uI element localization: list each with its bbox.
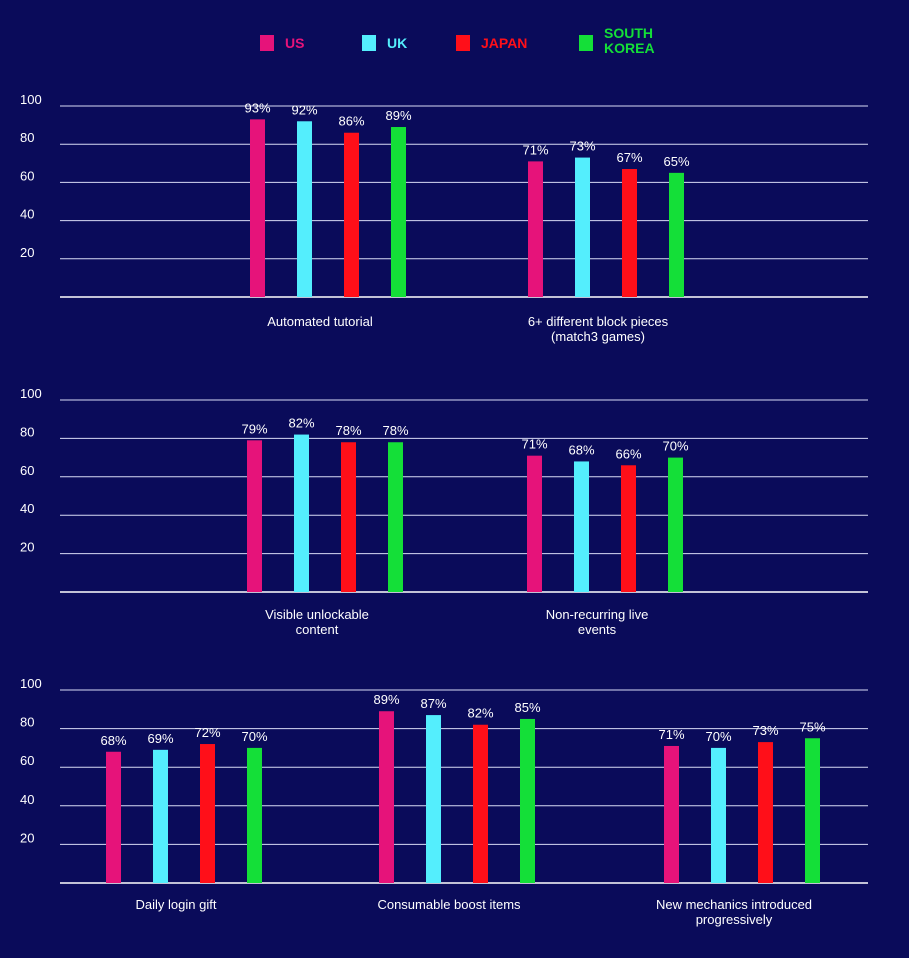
bar [344, 132, 359, 297]
legend-label-us: US [285, 35, 304, 51]
y-tick-label: 80 [20, 715, 34, 730]
bar [758, 742, 773, 883]
legend-label-south-korea: SOUTH KOREA [604, 25, 655, 56]
y-tick-label: 100 [20, 92, 42, 107]
bar [247, 440, 262, 592]
data-label: 79% [241, 421, 267, 436]
bar [473, 724, 488, 883]
bar [297, 121, 312, 297]
bar [250, 119, 265, 298]
bar [527, 455, 542, 592]
data-label: 89% [385, 108, 411, 123]
data-label: 66% [615, 446, 641, 461]
bar [106, 751, 121, 883]
bar [341, 442, 356, 592]
bar [520, 718, 535, 883]
data-label: 92% [291, 102, 317, 117]
bar [574, 461, 589, 592]
y-tick-label: 40 [20, 501, 34, 516]
data-label: 78% [335, 423, 361, 438]
panel-1: 20 40 60 80 100 93% 92% 86% 89% Automated tutoria… [20, 92, 868, 344]
y-tick-label: 80 [20, 424, 34, 439]
legend-swatch-uk [362, 35, 376, 51]
data-label: 71% [522, 142, 548, 157]
bar [805, 738, 820, 883]
y-tick-label: 40 [20, 792, 34, 807]
bar [669, 172, 684, 297]
legend-swatch-south-korea [579, 35, 593, 51]
legend-label-japan: JAPAN [481, 35, 527, 51]
data-label: 67% [616, 150, 642, 165]
data-label: 78% [382, 423, 408, 438]
legend-swatch-us [260, 35, 274, 51]
category-label: Daily login gift [136, 897, 217, 912]
data-label: 71% [521, 437, 547, 452]
y-tick-label: 100 [20, 386, 42, 401]
data-label: 82% [288, 416, 314, 431]
y-tick-label: 80 [20, 130, 34, 145]
bar [664, 745, 679, 883]
panel-3: 20 40 60 80 100 68% 69% 72% 70% Daily login gift 8… [20, 676, 868, 927]
data-label: 87% [420, 696, 446, 711]
y-tick-label: 60 [20, 753, 34, 768]
category-label: Non-recurring live events [546, 607, 649, 637]
legend-swatch-japan [456, 35, 470, 51]
bar [621, 465, 636, 592]
data-label: 82% [467, 706, 493, 721]
bar [247, 747, 262, 883]
bar [426, 715, 441, 883]
y-tick-label: 40 [20, 207, 34, 222]
data-label: 89% [373, 692, 399, 707]
y-tick-label: 60 [20, 168, 34, 183]
data-label: 72% [194, 725, 220, 740]
data-label: 75% [799, 719, 825, 734]
category-label: Automated tutorial [267, 314, 373, 329]
data-label: 86% [338, 114, 364, 129]
bar [388, 442, 403, 592]
bar [294, 434, 309, 592]
bar [711, 747, 726, 883]
y-tick-label: 20 [20, 830, 34, 845]
bar [391, 127, 406, 297]
data-label: 68% [568, 442, 594, 457]
y-tick-label: 100 [20, 676, 42, 691]
y-tick-label: 20 [20, 245, 34, 260]
category-label: 6+ different block pieces (match3 games) [528, 314, 669, 344]
data-label: 70% [241, 729, 267, 744]
data-label: 71% [658, 727, 684, 742]
legend-label-uk: UK [387, 35, 407, 51]
data-label: 65% [663, 154, 689, 169]
category-label: Consumable boost items [377, 897, 521, 912]
bar [575, 157, 590, 297]
bar [668, 457, 683, 592]
panel-2: 20 40 60 80 100 79% 82% 78% 78% Visible unlockabl… [20, 386, 868, 637]
data-label: 70% [662, 439, 688, 454]
bar [200, 744, 215, 883]
data-label: 73% [569, 139, 595, 154]
data-label: 85% [514, 700, 540, 715]
category-label: Visible unlockable content [265, 607, 369, 637]
data-label: 68% [100, 733, 126, 748]
bar [153, 749, 168, 883]
category-label: New mechanics introduced progressively [656, 897, 812, 927]
bar [528, 161, 543, 297]
data-label: 69% [147, 731, 173, 746]
bar [379, 711, 394, 883]
data-label: 73% [752, 723, 778, 738]
y-tick-label: 60 [20, 463, 34, 478]
data-label: 93% [244, 100, 270, 115]
bar [622, 169, 637, 297]
data-label: 70% [705, 729, 731, 744]
y-tick-label: 20 [20, 540, 34, 555]
legend: US UK JAPAN SOUTH KOREA [260, 25, 655, 56]
